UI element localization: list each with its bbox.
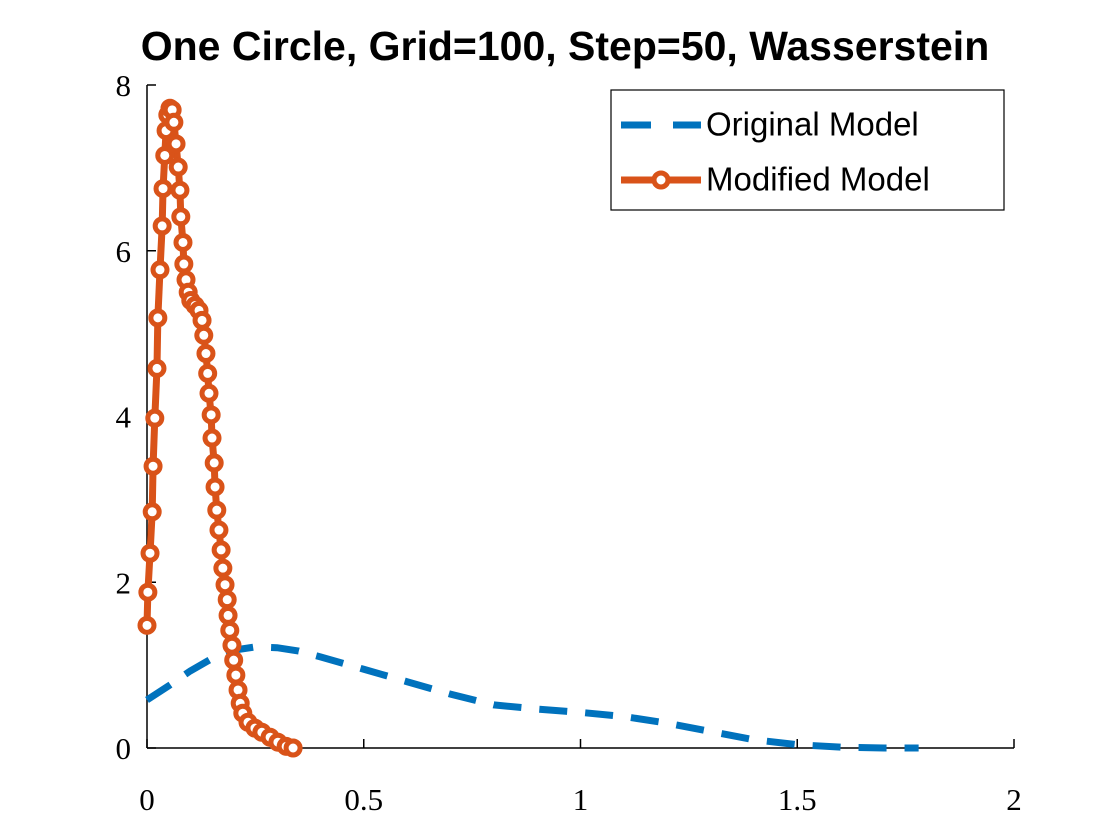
data-point bbox=[204, 453, 224, 473]
legend-label: Original Model bbox=[706, 106, 919, 143]
data-point bbox=[224, 650, 244, 670]
data-point bbox=[153, 179, 173, 199]
data-point bbox=[168, 157, 188, 177]
legend: Original Model Modified Model bbox=[610, 89, 1005, 211]
data-point bbox=[148, 308, 168, 328]
x-tick-label: 1.5 bbox=[778, 782, 817, 817]
data-point bbox=[152, 216, 172, 236]
data-point bbox=[218, 605, 238, 625]
chart-title: One Circle, Grid=100, Step=50, Wasserste… bbox=[141, 23, 990, 69]
data-point bbox=[220, 620, 240, 640]
data-point bbox=[174, 254, 194, 274]
data-point bbox=[145, 408, 165, 428]
data-point bbox=[205, 477, 225, 497]
data-point bbox=[213, 558, 233, 578]
data-point bbox=[209, 520, 229, 540]
legend-label: Modified Model bbox=[706, 161, 930, 198]
legend-marker bbox=[651, 170, 671, 190]
legend-box bbox=[610, 89, 1005, 211]
x-tick-label: 1 bbox=[573, 782, 589, 817]
x-tick-label: 0 bbox=[139, 782, 155, 817]
data-point bbox=[192, 310, 212, 330]
x-tick-label: 0.5 bbox=[344, 782, 383, 817]
data-point bbox=[217, 590, 237, 610]
y-tick-label: 8 bbox=[116, 68, 132, 103]
y-tick-label: 0 bbox=[116, 731, 132, 766]
data-point bbox=[222, 635, 242, 655]
data-point bbox=[173, 232, 193, 252]
data-point bbox=[147, 358, 167, 378]
data-point bbox=[171, 207, 191, 227]
data-point bbox=[196, 344, 216, 364]
data-point bbox=[215, 575, 235, 595]
data-point bbox=[137, 615, 157, 635]
data-point bbox=[140, 543, 160, 563]
data-point bbox=[164, 112, 184, 132]
data-point bbox=[170, 180, 190, 200]
data-point bbox=[166, 134, 186, 154]
data-point bbox=[138, 582, 158, 602]
x-tick-label: 2 bbox=[1006, 782, 1022, 817]
y-tick-label: 4 bbox=[116, 400, 132, 435]
data-point bbox=[207, 500, 227, 520]
data-point bbox=[194, 325, 214, 345]
data-point bbox=[202, 428, 222, 448]
data-point bbox=[142, 502, 162, 522]
data-point bbox=[201, 405, 221, 425]
data-point bbox=[283, 738, 303, 758]
data-point bbox=[155, 145, 175, 165]
data-point bbox=[198, 363, 218, 383]
data-point bbox=[211, 540, 231, 560]
data-point bbox=[226, 665, 246, 685]
data-point bbox=[143, 456, 163, 476]
series-line bbox=[143, 102, 294, 752]
y-tick-label: 6 bbox=[116, 234, 132, 269]
y-tick-label: 2 bbox=[116, 565, 132, 600]
data-point bbox=[199, 383, 219, 403]
data-point bbox=[150, 260, 170, 280]
